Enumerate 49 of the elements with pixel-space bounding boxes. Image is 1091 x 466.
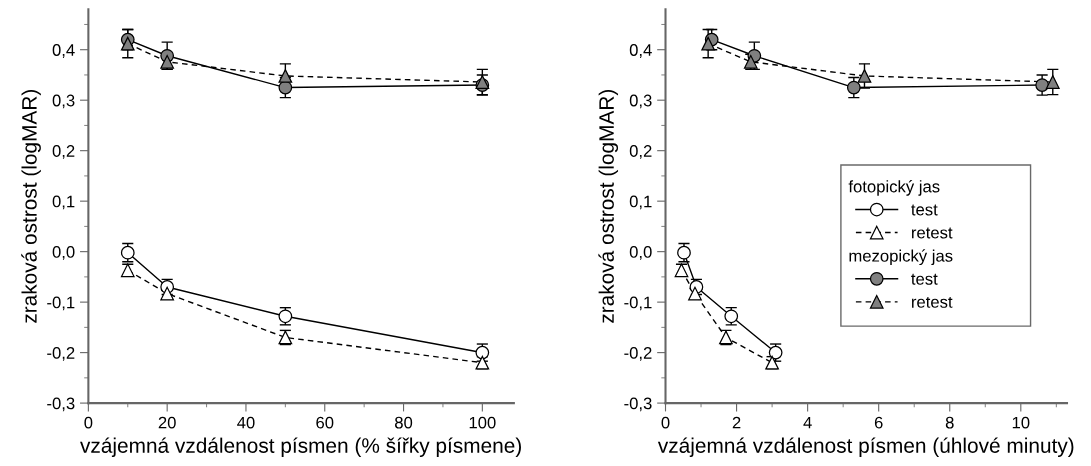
point <box>120 36 135 51</box>
x-tick-label: 10 <box>1012 416 1030 429</box>
y-tick-label: -0,3 <box>624 397 652 412</box>
x-tick-label: 40 <box>237 416 255 429</box>
y-tick-label: -0,1 <box>624 296 652 311</box>
legend-label: test <box>911 273 938 285</box>
y-tick-label: 0,2 <box>52 145 75 159</box>
legend-label: retest <box>912 296 953 308</box>
point <box>120 263 135 278</box>
y-tick-label: 0,4 <box>52 44 75 58</box>
legend-label: test <box>911 204 938 216</box>
y-tick-label: 0,3 <box>629 94 652 109</box>
y-tick-label: 0,4 <box>629 44 652 58</box>
point <box>674 263 689 278</box>
x-tick-label: 60 <box>316 416 334 429</box>
y-tick-label: 0,0 <box>52 246 75 260</box>
annotation: mezopický jas <box>849 249 953 266</box>
point <box>701 36 716 51</box>
x-tick-label: 2 <box>732 416 741 429</box>
y-axis-title: zraková ostrost (logMAR) <box>21 89 41 323</box>
y-tick-label: 0,3 <box>52 94 75 109</box>
y-tick-label: -0,3 <box>47 397 75 412</box>
point <box>1035 78 1050 92</box>
x-tick-label: 8 <box>945 416 954 429</box>
point <box>278 69 293 83</box>
y-tick-label: 0,1 <box>52 195 75 210</box>
x-axis-title: vzájemná vzdálenost písmen (úhlové minuty) <box>657 437 1074 458</box>
y-tick-label: -0,2 <box>624 347 652 361</box>
legend-label: retest <box>912 227 953 239</box>
point <box>1045 75 1060 89</box>
x-tick-label: 100 <box>469 416 496 429</box>
x-axis-title: vzájemná vzdálenost písmen (% šířky písmene) <box>80 437 521 458</box>
point <box>160 286 175 301</box>
annotation: fotopický jas <box>848 180 940 196</box>
y-tick-label: -0,1 <box>47 296 75 311</box>
y-tick-label: 0,0 <box>629 246 652 260</box>
x-tick-label: 20 <box>158 416 176 429</box>
point <box>846 80 861 95</box>
x-tick-label: 6 <box>874 416 883 429</box>
y-tick-label: -0,2 <box>47 347 75 361</box>
y-tick-label: 0,2 <box>629 145 652 159</box>
point <box>857 69 872 83</box>
y-tick-label: 0,1 <box>629 195 652 210</box>
x-tick-label: 80 <box>395 416 413 429</box>
x-tick-label: 4 <box>803 416 812 429</box>
point <box>688 286 702 301</box>
x-tick-label: 0 <box>84 416 93 429</box>
y-axis-title: zraková ostrost (logMAR) <box>598 89 619 323</box>
x-tick-label: 0 <box>661 416 670 429</box>
